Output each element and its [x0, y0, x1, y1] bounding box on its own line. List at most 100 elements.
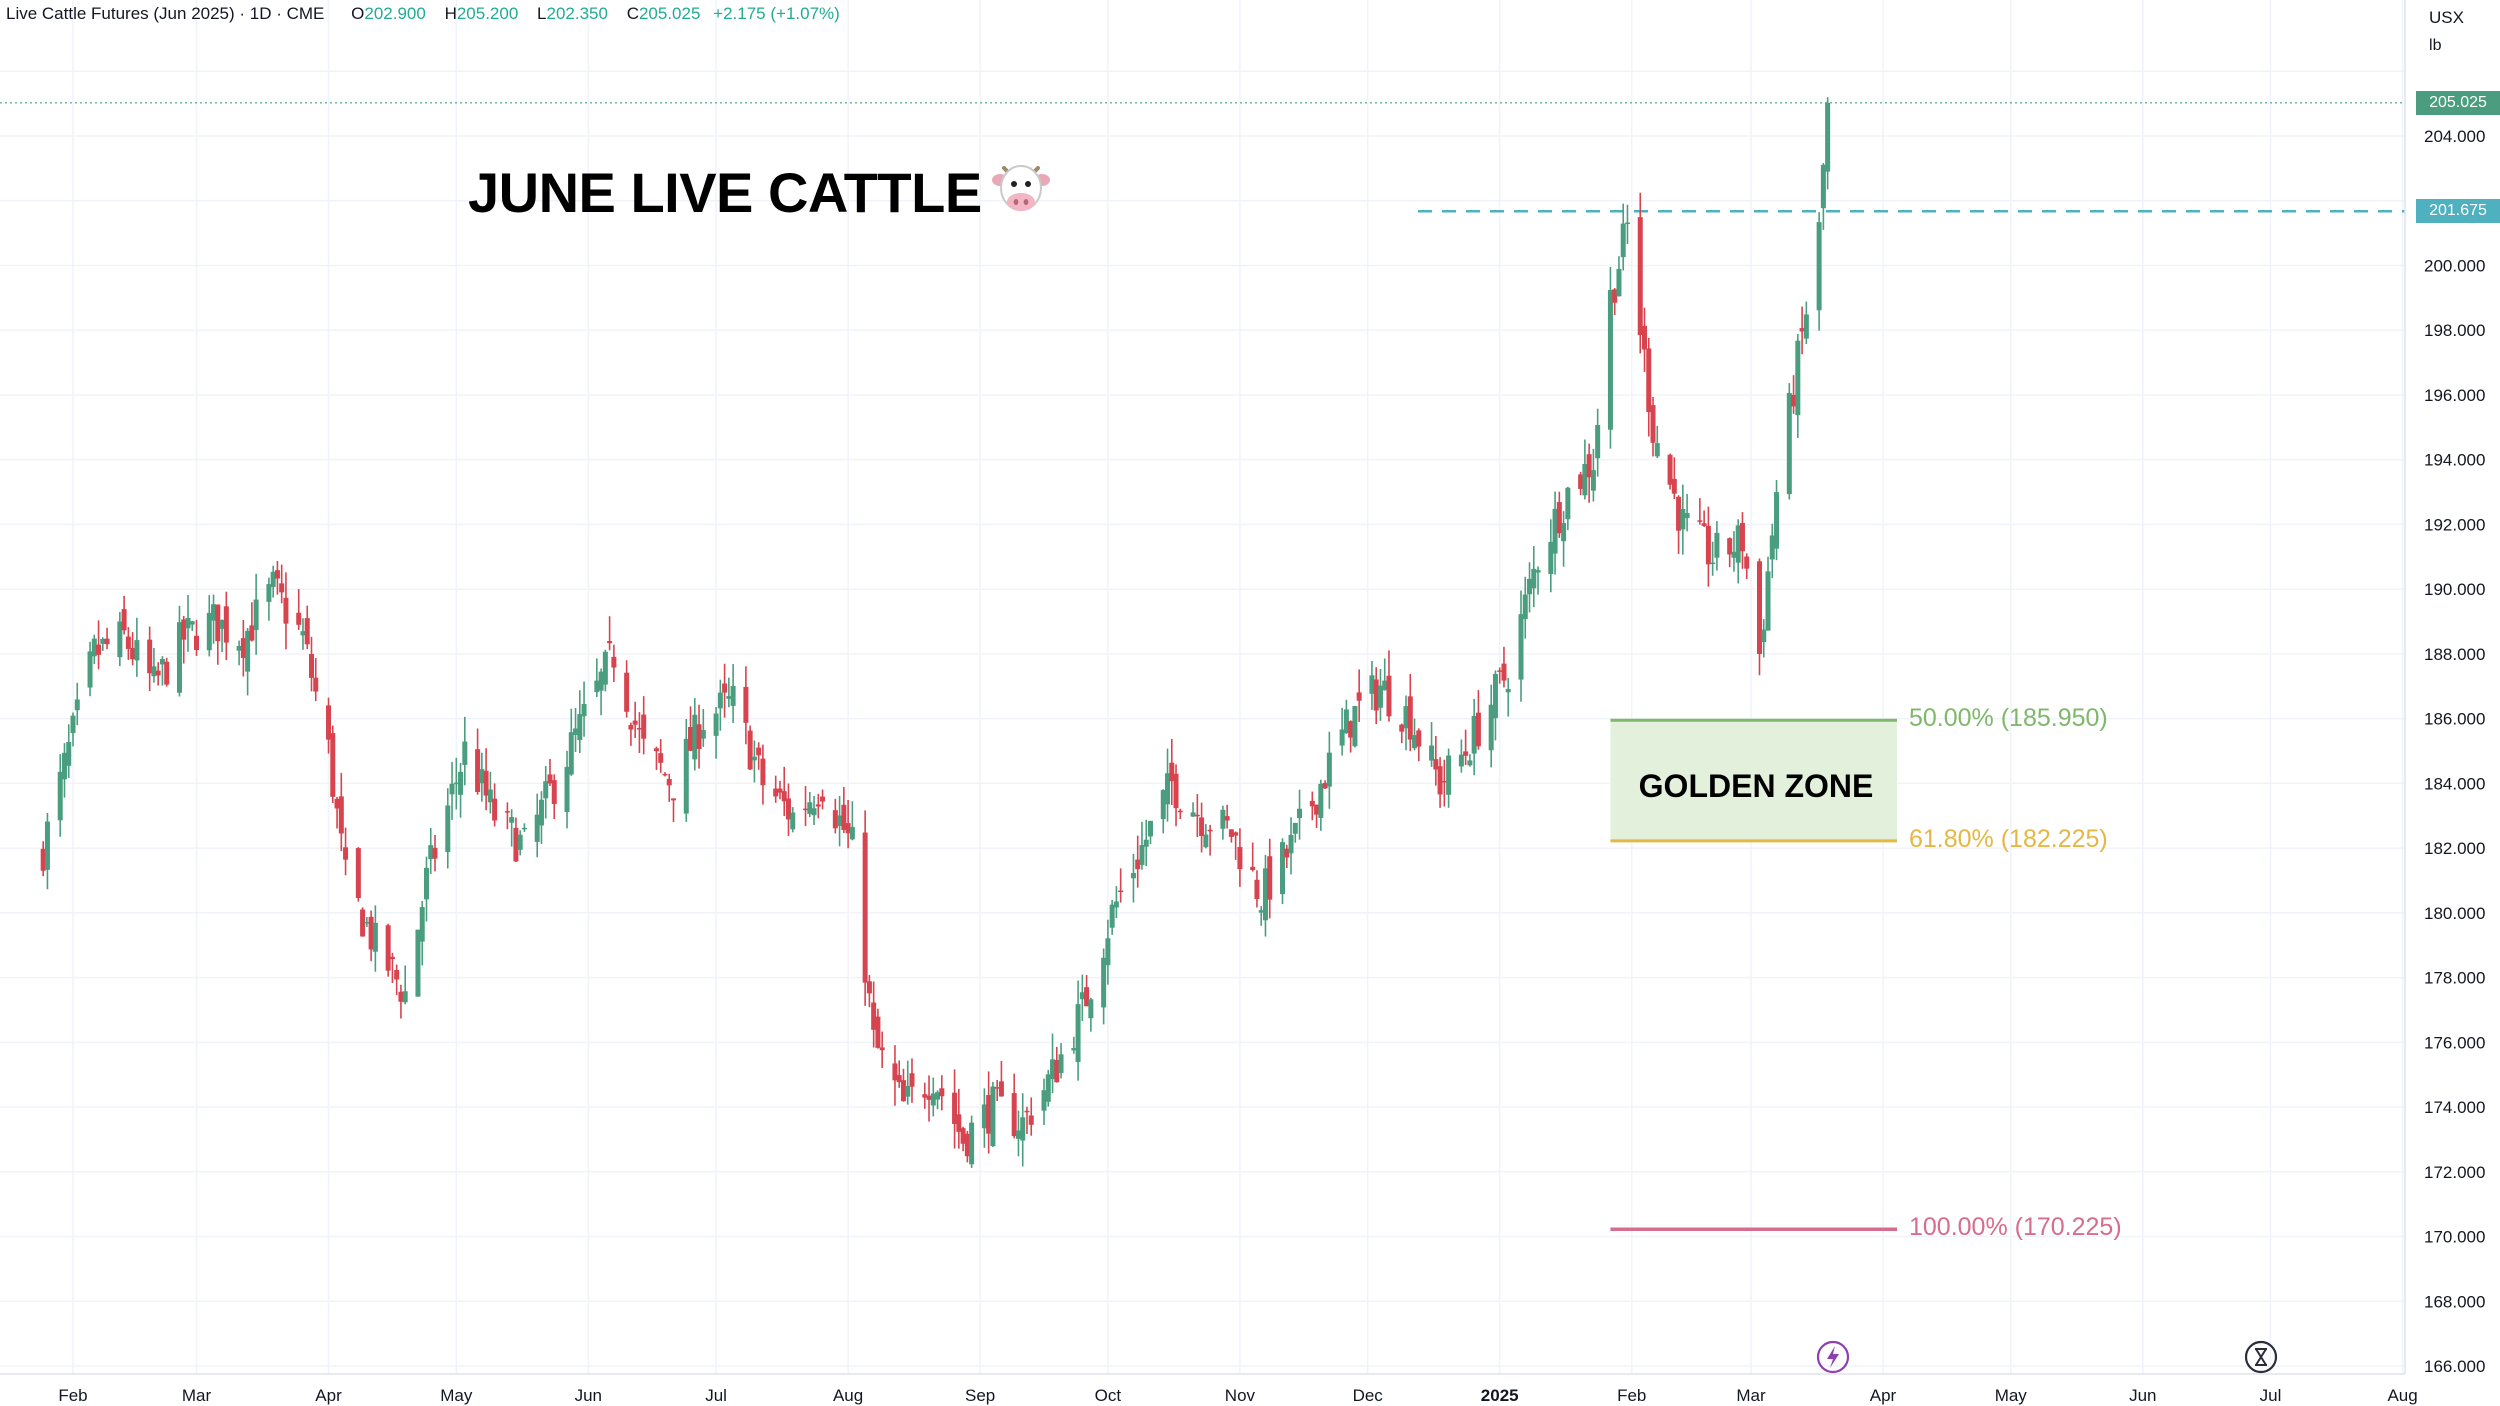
candle-body	[428, 845, 434, 860]
candle-body	[1637, 217, 1643, 336]
currency-label: USX	[2429, 8, 2464, 27]
close-label: C	[626, 4, 639, 23]
candle-body	[521, 827, 527, 830]
cow-face-icon	[992, 165, 1050, 211]
candle-body	[1497, 670, 1503, 672]
candle-body	[1671, 478, 1677, 494]
candle-body	[1135, 859, 1141, 870]
candle-body	[1548, 541, 1554, 575]
currency-unit[interactable]: USX lb	[2429, 6, 2464, 58]
candle-body	[777, 788, 783, 793]
candle-body	[87, 651, 93, 688]
candle-body	[1676, 496, 1682, 531]
candle-body	[743, 686, 749, 723]
candle-body	[100, 638, 106, 644]
price-axis[interactable]: 166.000 168.000 170.000 172.000 174.000 176.0…	[2424, 127, 2485, 1376]
x-tick-label: Apr	[315, 1386, 342, 1405]
candle-body	[1705, 525, 1711, 565]
last-price-tag: 205.025	[2416, 90, 2500, 115]
candle-body	[598, 671, 604, 691]
candle-body	[1437, 766, 1443, 795]
candle-body	[1799, 328, 1805, 332]
symbol-name[interactable]: Live Cattle Futures (Jun 2025) · 1D · CM…	[6, 4, 325, 23]
candle-body	[249, 625, 255, 641]
candle-body	[670, 798, 676, 801]
x-tick-label: May	[440, 1386, 473, 1405]
candle-body	[1237, 847, 1243, 870]
candle-body	[66, 742, 72, 766]
candle-body	[688, 726, 694, 751]
candle-body	[994, 1087, 1000, 1089]
candle-body	[266, 584, 272, 602]
candle-body	[636, 727, 642, 730]
candle-body	[1084, 987, 1090, 1007]
candle-body	[462, 741, 468, 765]
y-tick-label: 170.000	[2424, 1228, 2485, 1247]
y-tick-label: 180.000	[2424, 904, 2485, 923]
y-tick-label: 176.000	[2424, 1033, 2485, 1052]
candle-body	[747, 730, 753, 770]
candle-body	[628, 725, 634, 730]
candle-body	[300, 631, 306, 636]
x-tick-label: Mar	[1736, 1386, 1766, 1405]
hourglass-icon[interactable]	[2244, 1340, 2278, 1374]
candle-body	[219, 619, 225, 629]
x-tick-label: Apr	[1870, 1386, 1897, 1405]
candle-body	[1297, 808, 1303, 819]
candle-body	[1646, 348, 1652, 413]
candle-body	[1492, 673, 1498, 719]
candle-body	[360, 909, 366, 937]
candle-body	[517, 834, 523, 850]
candle-body	[1288, 834, 1294, 854]
candle-body	[760, 758, 766, 786]
candle-body	[922, 1094, 928, 1098]
high-value: 205.200	[456, 4, 519, 23]
candle-body	[1667, 454, 1673, 485]
candle-body	[334, 798, 340, 809]
candle-body	[1475, 712, 1481, 747]
time-axis[interactable]: Feb Mar Apr May Jun Jul Aug Sep Oct Nov Dec 2025 Feb…	[58, 1386, 2417, 1405]
candle-body	[1088, 999, 1094, 1019]
candle-body	[1399, 724, 1405, 732]
candle-body	[875, 1016, 881, 1048]
candle-body	[849, 826, 855, 840]
candle-body	[1756, 561, 1762, 654]
candle-body	[871, 1002, 877, 1030]
candle-body	[1488, 704, 1494, 751]
candle-body	[1825, 102, 1831, 172]
candle-body	[538, 799, 544, 826]
candle-body	[1130, 873, 1136, 879]
candle-body	[1735, 525, 1741, 563]
candle-body	[1765, 571, 1771, 631]
x-tick-label: Aug	[2387, 1386, 2417, 1405]
candle-body	[773, 788, 779, 797]
candle-body	[577, 714, 583, 741]
y-tick-label: 198.000	[2424, 321, 2485, 340]
golden-zone-box	[1610, 720, 1897, 841]
candle-body	[1356, 692, 1362, 701]
candle-body	[1522, 594, 1528, 620]
candle-body	[274, 570, 280, 579]
candle-body	[1761, 629, 1767, 643]
lightning-icon[interactable]	[1816, 1340, 1850, 1374]
y-tick-label: 174.000	[2424, 1098, 2485, 1117]
candle-body	[1050, 1059, 1056, 1080]
candle-body	[1595, 425, 1601, 459]
candle-body	[1177, 810, 1183, 813]
candle-body	[253, 599, 259, 631]
candle-body	[998, 1081, 1004, 1097]
candle-body	[176, 622, 182, 693]
candle-body	[1352, 706, 1358, 747]
candle-body	[1710, 562, 1716, 564]
candle-body	[445, 805, 451, 853]
candle-body	[487, 789, 493, 803]
candle-body	[658, 753, 664, 763]
fib-50-label: 50.00% (185.950)	[1909, 704, 2108, 733]
candle-body	[1203, 834, 1209, 848]
candle-body	[453, 782, 459, 785]
candle-body	[990, 1086, 996, 1147]
candle-body	[713, 713, 719, 736]
candle-body	[1233, 832, 1239, 836]
candle-body	[607, 641, 613, 644]
